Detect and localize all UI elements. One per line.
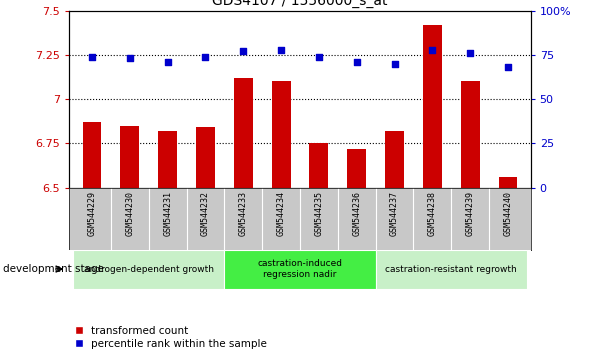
Text: GSM544231: GSM544231 [163,191,172,236]
Point [276,47,286,52]
Legend: transformed count, percentile rank within the sample: transformed count, percentile rank withi… [75,326,267,349]
Title: GDS4107 / 1556000_s_at: GDS4107 / 1556000_s_at [212,0,388,8]
Text: castration-resistant regrowth: castration-resistant regrowth [385,264,517,274]
Bar [83,122,101,188]
Point [238,48,248,54]
Point [428,47,437,52]
Point [352,59,362,65]
Bar [158,131,177,188]
Text: GSM544230: GSM544230 [125,191,134,236]
Bar [234,78,253,188]
Bar [376,250,527,289]
Text: development stage: development stage [3,264,104,274]
Bar [271,81,291,188]
Text: GSM544233: GSM544233 [239,191,248,236]
Bar [73,250,224,289]
Text: GSM544240: GSM544240 [504,191,513,236]
Bar [423,25,442,188]
Point [503,64,513,70]
Bar [461,81,479,188]
Bar [121,126,139,188]
Bar [309,143,329,188]
Bar [196,127,215,188]
Bar [347,149,366,188]
Text: GSM544234: GSM544234 [277,191,286,236]
Text: GSM544235: GSM544235 [314,191,323,236]
Point [466,50,475,56]
Point [163,59,172,65]
Bar [385,131,404,188]
Text: castration-induced
regression nadir: castration-induced regression nadir [257,259,343,279]
Text: GSM544239: GSM544239 [466,191,475,236]
Bar [224,250,376,289]
Point [314,54,324,59]
Point [390,61,399,67]
Text: GSM544237: GSM544237 [390,191,399,236]
Text: GSM544229: GSM544229 [87,191,96,236]
Text: GSM544232: GSM544232 [201,191,210,236]
Bar [499,177,517,188]
Point [201,54,210,59]
Point [87,54,97,59]
Text: GSM544236: GSM544236 [352,191,361,236]
Point [125,56,134,61]
Text: GSM544238: GSM544238 [428,191,437,236]
Text: androgen-dependent growth: androgen-dependent growth [84,264,213,274]
